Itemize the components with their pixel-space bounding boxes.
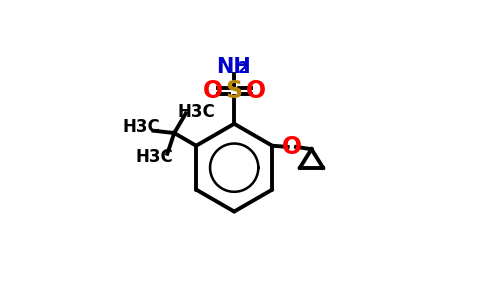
- Text: 2: 2: [238, 61, 248, 76]
- Text: H3C: H3C: [178, 103, 216, 121]
- Text: O: O: [245, 80, 266, 103]
- Text: H3C: H3C: [136, 148, 173, 166]
- Text: NH: NH: [216, 57, 250, 77]
- Text: S: S: [226, 80, 243, 103]
- Text: O: O: [203, 80, 223, 103]
- Text: H3C: H3C: [122, 118, 160, 136]
- Text: O: O: [282, 135, 302, 159]
